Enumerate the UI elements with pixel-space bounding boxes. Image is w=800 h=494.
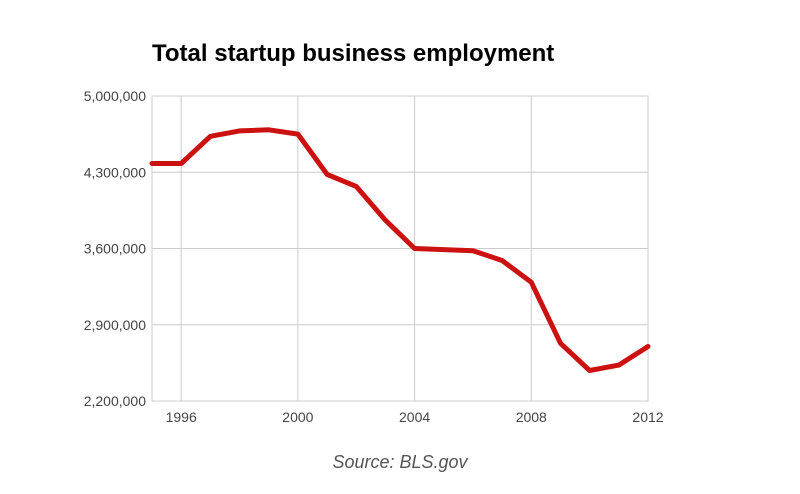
source-caption: Source: BLS.gov [332, 452, 468, 472]
plot-frame [151, 95, 649, 402]
x-axis-ticks: 1996 2000 2004 2008 2012 [166, 409, 664, 425]
y-tick-label: 2,200,000 [84, 393, 146, 409]
y-tick-label: 3,600,000 [84, 241, 146, 257]
x-tick-label: 1996 [166, 409, 197, 425]
x-tick-label: 2000 [282, 409, 313, 425]
x-tick-label: 2008 [516, 409, 547, 425]
series-lines [149, 127, 651, 373]
grid-lines [151, 95, 649, 402]
series-line [149, 127, 651, 373]
y-tick-label: 5,000,000 [84, 88, 146, 104]
y-tick-label: 2,900,000 [84, 317, 146, 333]
x-tick-label: 2004 [399, 409, 430, 425]
y-axis-ticks: 5,000,000 4,300,000 3,600,000 2,900,000 2,20… [84, 88, 146, 409]
x-tick-label: 2012 [632, 409, 663, 425]
y-tick-label: 4,300,000 [84, 164, 146, 180]
chart-title: Total startup business employment [152, 40, 555, 67]
